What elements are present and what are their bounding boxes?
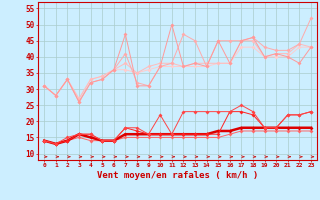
X-axis label: Vent moyen/en rafales ( km/h ): Vent moyen/en rafales ( km/h ) (97, 171, 258, 180)
